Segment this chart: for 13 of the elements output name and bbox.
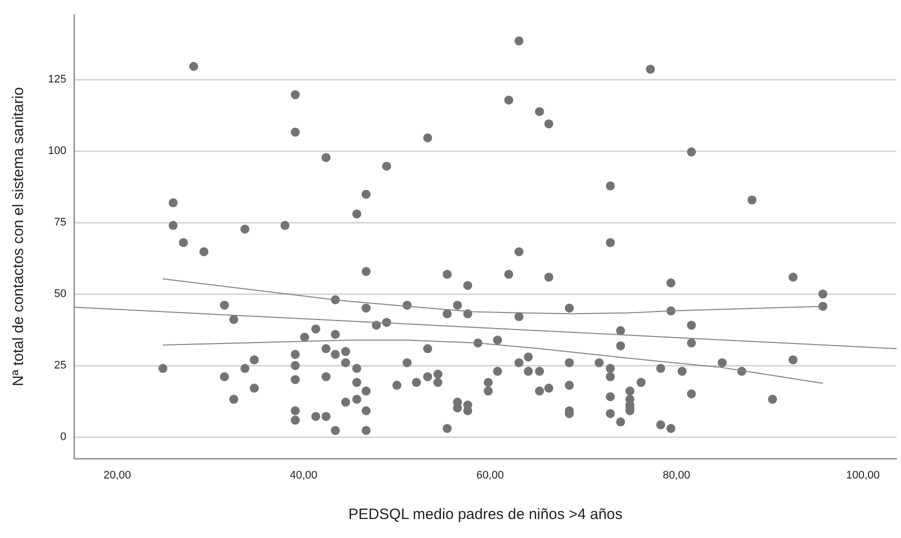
y-tick-label: 25	[54, 360, 66, 372]
y-tick-label: 125	[48, 74, 66, 86]
y-tick-label: 0	[60, 431, 66, 444]
x-tick-label: 40,00	[290, 469, 318, 482]
y-tick-label: 50	[54, 288, 66, 300]
y-tick-label: 75	[54, 216, 66, 229]
x-tick-label: 20,00	[103, 469, 131, 482]
x-tick-label: 80,00	[662, 469, 690, 482]
x-tick-label: 60,00	[476, 469, 504, 482]
x-axis-title: PEDSQL medio padres de niños >4 años	[348, 506, 623, 524]
x-tick-label: 100,00	[846, 469, 880, 482]
y-tick-label: 100	[48, 145, 66, 158]
y-axis-title: Nª total de contactos con el sistema sanitario	[10, 87, 28, 386]
